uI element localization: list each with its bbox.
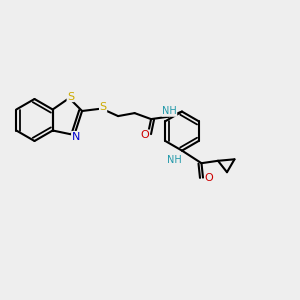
Text: NH: NH bbox=[167, 155, 182, 165]
Text: NH: NH bbox=[162, 106, 177, 116]
Text: S: S bbox=[67, 92, 74, 102]
Text: O: O bbox=[205, 172, 213, 183]
Text: N: N bbox=[72, 131, 80, 142]
Text: S: S bbox=[100, 102, 106, 112]
Text: O: O bbox=[141, 130, 149, 140]
